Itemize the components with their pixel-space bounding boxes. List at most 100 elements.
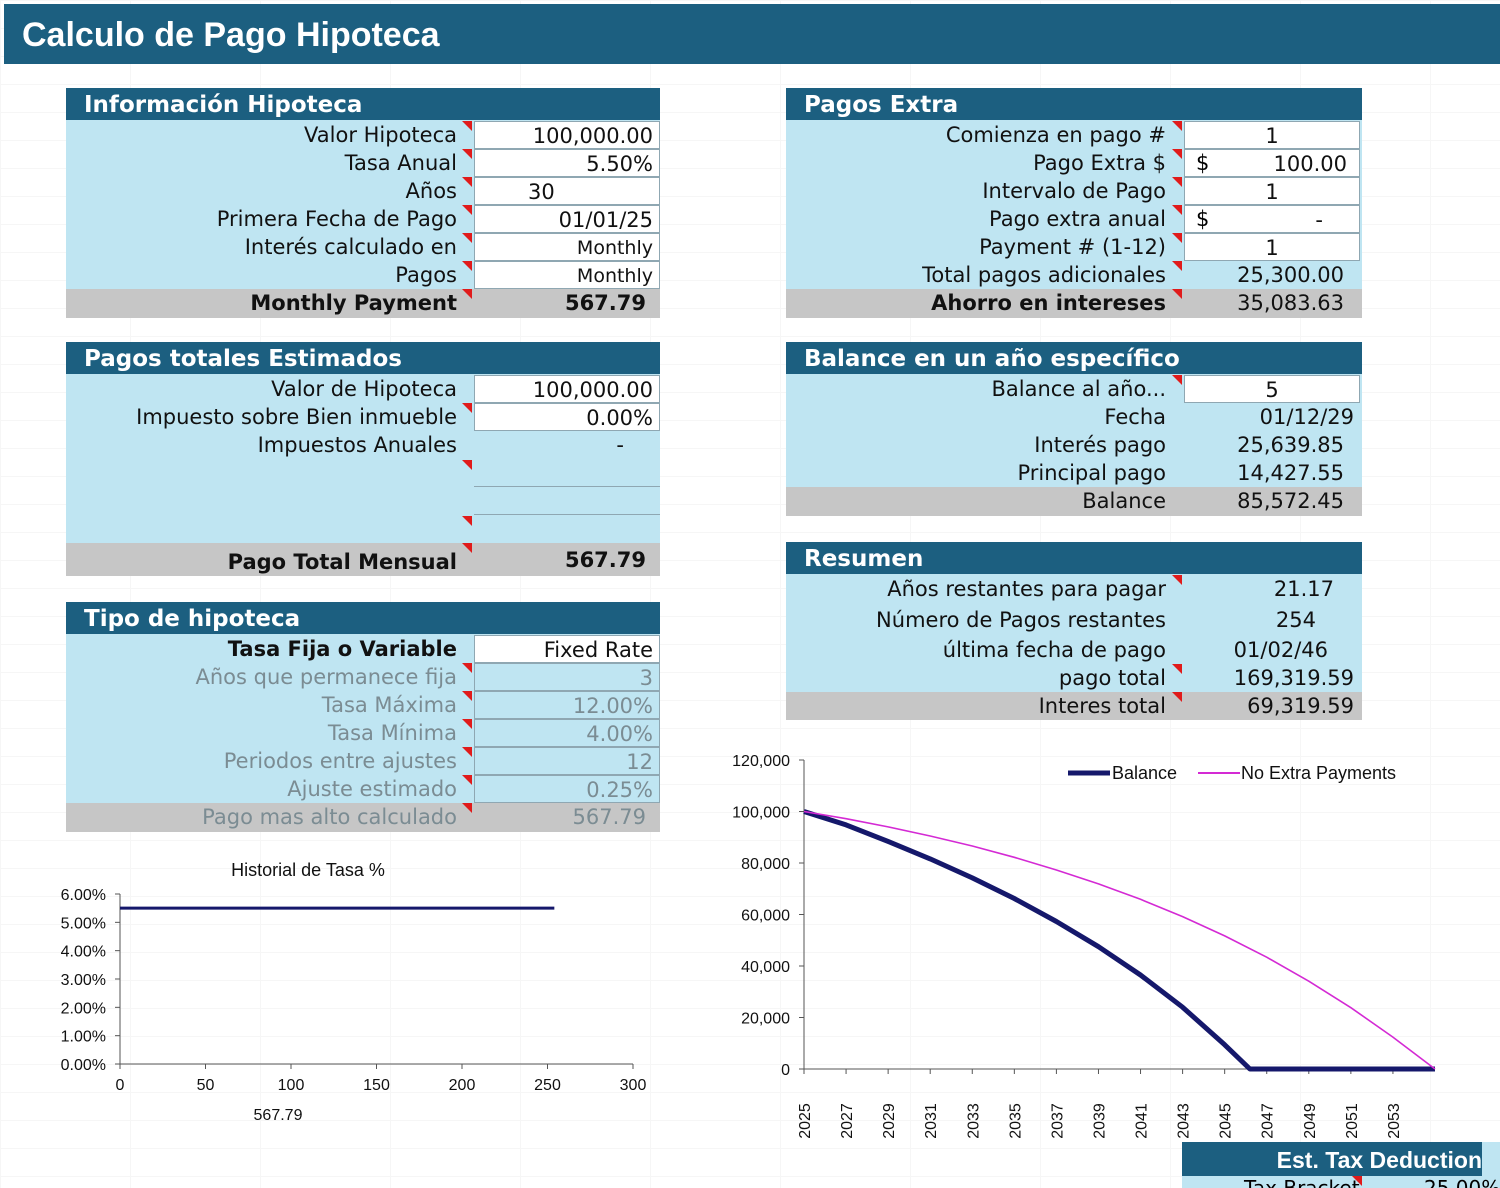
rate-y-tick-label: 6.00% <box>61 887 106 904</box>
type-label: Tasa Máxima <box>321 693 457 717</box>
balance-row-year: Balance al año... 5 <box>786 375 1362 403</box>
comment-marker <box>1172 261 1182 271</box>
summary-row-total-paid: pago total 169,319.59 <box>786 664 1362 692</box>
comment-marker <box>1172 289 1182 299</box>
balance-total-label: Balance <box>1082 489 1166 513</box>
rate-kind-select[interactable]: Fixed Rate <box>474 635 660 663</box>
summary-label: Número de Pagos restantes <box>876 608 1166 632</box>
comment-marker <box>1172 375 1182 385</box>
estimated-totals-header: Pagos totales Estimados <box>66 342 660 374</box>
interest-savings-row: Ahorro en intereses 35,083.63 <box>786 289 1362 318</box>
first-payment-date-input[interactable]: 01/01/25 <box>474 205 660 233</box>
rate-y-tick-label: 1.00% <box>61 1029 106 1046</box>
balance-total-value: 85,572.45 <box>1237 489 1344 513</box>
balance-x-tick-label: 2027 <box>839 1103 856 1139</box>
balance-year-header: Balance en un año específico <box>786 342 1362 374</box>
info-row-years: Años 30 <box>66 177 660 205</box>
balance-x-tick-label: 2047 <box>1260 1103 1277 1139</box>
balance-x-tick-label: 2037 <box>1049 1103 1066 1139</box>
balance-x-tick-label: 2045 <box>1218 1103 1235 1139</box>
property-tax-input[interactable]: 0.00% <box>474 403 660 431</box>
extra-annual-input[interactable]: - <box>1184 205 1360 233</box>
balance-y-tick-label: 80,000 <box>741 856 790 873</box>
balance-date-value: 01/12/29 <box>1259 405 1354 429</box>
balance-y-tick-label: 120,000 <box>732 753 790 770</box>
years-input[interactable]: 30 <box>474 177 660 205</box>
tax-deduction-header: Est. Tax Deduction <box>1182 1142 1482 1176</box>
balance-series-line <box>803 809 1435 1072</box>
rate-y-tick-label: 3.00% <box>61 972 106 989</box>
adjust-periods-input[interactable]: 12 <box>474 747 660 775</box>
balance-x-tick-label: 2033 <box>965 1103 982 1139</box>
comment-marker <box>1172 692 1182 702</box>
balance-x-tick-label: 2043 <box>1176 1103 1193 1139</box>
type-row-adjust: Ajuste estimado 0.25% <box>66 775 660 803</box>
home-value-input[interactable]: 100,000.00 <box>474 375 660 403</box>
extra-start-input[interactable]: 1 <box>1184 121 1360 149</box>
balance-x-tick-label: 2029 <box>881 1103 898 1139</box>
highest-payment-row: Pago mas alto calculado 567.79 <box>66 803 660 832</box>
mortgage-type-panel: Tipo de hipoteca Tasa Fija o Variable Fi… <box>66 602 660 832</box>
extra-amount-input[interactable]: 100.00 <box>1184 149 1360 177</box>
balance-year-input[interactable]: 5 <box>1184 375 1360 403</box>
type-label: Ajuste estimado <box>287 777 457 801</box>
info-row-amount: Valor Hipoteca 100,000.00 <box>66 121 660 149</box>
balance-x-tick-label: 2049 <box>1302 1103 1319 1139</box>
rate-x-tick-label: 0 <box>116 1077 125 1094</box>
total-interest-label: Interes total <box>1038 694 1166 718</box>
extra-row-payment-number: Payment # (1-12) 1 <box>786 233 1362 261</box>
comment-marker <box>1172 149 1182 159</box>
annual-tax-value: - <box>616 433 624 457</box>
chart-legend: Balance No Extra Payments <box>1068 763 1396 783</box>
balance-y-tick-label: 100,000 <box>732 805 790 822</box>
tax-deduction-panel: Est. Tax Deduction Tax Bracket 25.00% <box>1182 1142 1500 1188</box>
type-row-periods: Periodos entre ajustes 12 <box>66 747 660 775</box>
comment-marker <box>1172 205 1182 215</box>
rate-x-tick-label: 200 <box>449 1077 476 1094</box>
comment-marker <box>462 121 472 131</box>
type-label: Años que permanece fija <box>195 665 457 689</box>
type-row-min-rate: Tasa Mínima 4.00% <box>66 719 660 747</box>
extra-row-start: Comienza en pago # 1 <box>786 121 1362 149</box>
loan-amount-input[interactable]: 100,000.00 <box>474 121 660 149</box>
info-row-first-date: Primera Fecha de Pago 01/01/25 <box>66 205 660 233</box>
payment-frequency-select[interactable]: Monthly <box>474 261 660 289</box>
extra-interval-input[interactable]: 1 <box>1184 177 1360 205</box>
comment-marker <box>462 177 472 187</box>
annual-rate-input[interactable]: 5.50% <box>474 149 660 177</box>
comment-marker <box>462 460 472 470</box>
fixed-years-input[interactable]: 3 <box>474 663 660 691</box>
mortgage-info-panel: Información Hipoteca Valor Hipoteca 100,… <box>66 88 660 318</box>
info-label: Tasa Anual <box>344 151 457 175</box>
totals-label: Impuestos Anuales <box>257 433 457 457</box>
summary-panel: Resumen Años restantes para pagar 21.17 … <box>786 542 1362 720</box>
monthly-payment-row: Monthly Payment 567.79 <box>66 289 660 318</box>
min-rate-input[interactable]: 4.00% <box>474 719 660 747</box>
balance-y-tick-label: 40,000 <box>741 959 790 976</box>
extra-total-value: 25,300.00 <box>1237 263 1344 287</box>
rate-y-tick-label: 4.00% <box>61 944 106 961</box>
extra-payment-number-input[interactable]: 1 <box>1184 233 1360 261</box>
total-interest-row: Interes total 69,319.59 <box>786 692 1362 720</box>
summary-header: Resumen <box>786 542 1362 574</box>
interest-savings-label: Ahorro en intereses <box>931 291 1166 315</box>
balance-chart: 0 20,000 40,000 60,000 80,000 100,000 120,000 2… <box>732 753 1436 1139</box>
rate-chart-xlabel: 567.79 <box>254 1107 303 1124</box>
summary-row-payments-left: Número de Pagos restantes 254 <box>786 606 1362 634</box>
info-row-frequency: Pagos Monthly <box>66 261 660 289</box>
balance-label: Principal pago <box>1017 461 1166 485</box>
currency-symbol: $ <box>1196 151 1210 175</box>
balance-label: Interés pago <box>1034 433 1166 457</box>
comment-marker <box>462 691 472 701</box>
balance-x-tick-label: 2041 <box>1134 1103 1151 1139</box>
info-label: Años <box>405 179 457 203</box>
balance-x-tick-label: 2039 <box>1091 1103 1108 1139</box>
estimated-adjust-input[interactable]: 0.25% <box>474 775 660 803</box>
comment-marker <box>1172 575 1182 585</box>
max-rate-input[interactable]: 12.00% <box>474 691 660 719</box>
compound-period-select[interactable]: Monthly <box>474 233 660 261</box>
balance-total-row: Balance 85,572.45 <box>786 487 1362 516</box>
type-row-fixed-years: Años que permanece fija 3 <box>66 663 660 691</box>
balance-x-tick-label: 2025 <box>797 1103 814 1139</box>
comment-marker <box>462 775 472 785</box>
